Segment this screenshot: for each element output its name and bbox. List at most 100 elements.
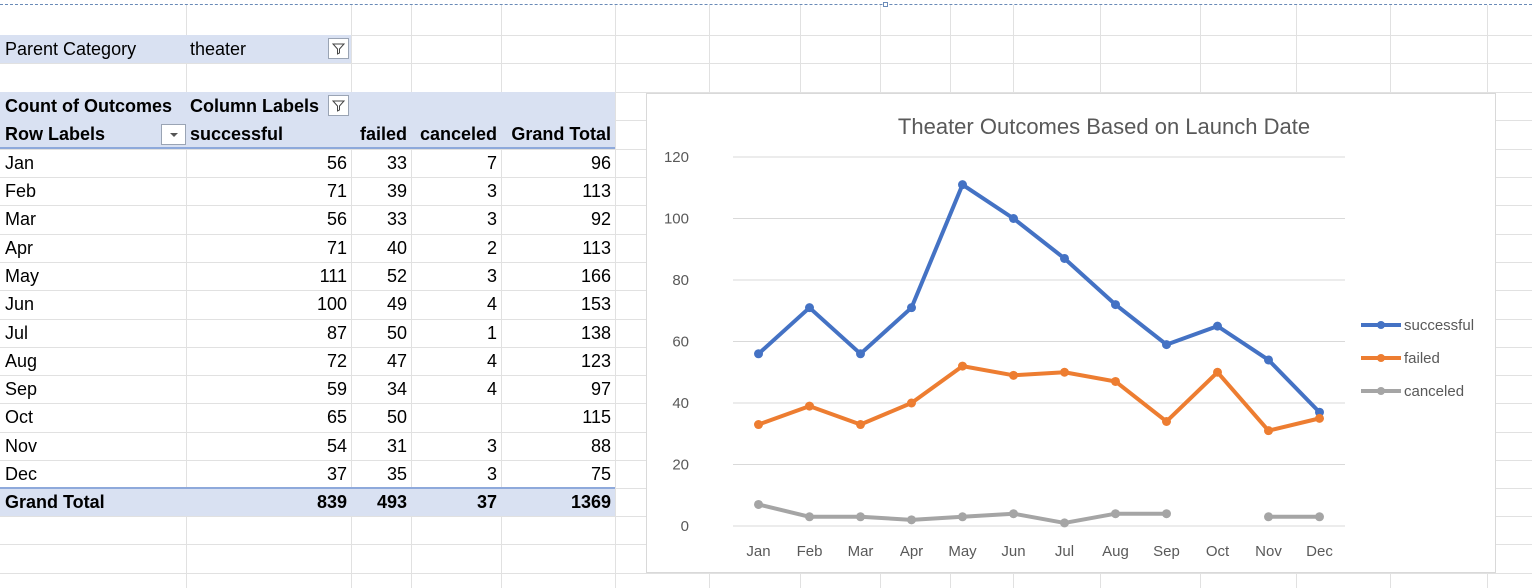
cell-successful[interactable]: 71 [326, 238, 347, 258]
data-point[interactable] [958, 180, 967, 190]
cell-successful[interactable]: 72 [326, 351, 347, 371]
data-point[interactable] [1162, 416, 1171, 426]
cell-failed[interactable]: 35 [386, 464, 407, 484]
cell-canceled[interactable]: 3 [486, 266, 497, 286]
cell-total[interactable]: 75 [590, 464, 611, 484]
cell-canceled[interactable]: 3 [486, 464, 497, 484]
data-point[interactable] [1111, 376, 1120, 386]
cell-successful[interactable]: 65 [326, 407, 347, 427]
data-point[interactable] [907, 515, 916, 525]
cell-total[interactable]: 113 [582, 181, 611, 201]
cell-failed[interactable]: 52 [386, 266, 407, 286]
row-label[interactable]: Jun [5, 294, 35, 314]
row-label[interactable]: Oct [5, 407, 34, 427]
data-point[interactable] [907, 303, 916, 313]
data-point[interactable] [1264, 426, 1273, 436]
data-point[interactable] [805, 512, 814, 522]
legend-item-canceled[interactable]: canceled [1361, 383, 1464, 400]
cell-failed[interactable]: 39 [386, 181, 407, 201]
data-point[interactable] [907, 398, 916, 408]
grand-total-failed[interactable]: 493 [376, 492, 407, 512]
filter-value[interactable]: theater [190, 39, 247, 59]
column-labels-filter-button[interactable] [328, 95, 349, 116]
row-label[interactable]: Nov [5, 436, 38, 456]
series-canceled[interactable] [754, 499, 1324, 528]
cell-total[interactable]: 97 [590, 379, 611, 399]
cell-total[interactable]: 123 [580, 351, 611, 371]
data-point[interactable] [1111, 509, 1120, 519]
row-label[interactable]: Jul [5, 323, 29, 343]
cell-canceled[interactable]: 3 [486, 181, 497, 201]
row-label[interactable]: Sep [5, 379, 38, 399]
cell-failed[interactable]: 34 [386, 379, 407, 399]
cell-successful[interactable]: 100 [316, 294, 347, 314]
cell-canceled[interactable]: 2 [486, 238, 497, 258]
data-point[interactable] [856, 349, 865, 359]
cell-total[interactable]: 115 [582, 407, 611, 427]
data-point[interactable] [1264, 512, 1273, 522]
data-point[interactable] [805, 303, 814, 313]
cell-failed[interactable]: 47 [386, 351, 407, 371]
data-point[interactable] [1162, 340, 1171, 350]
cell-successful[interactable]: 87 [326, 323, 347, 343]
legend-item-successful[interactable]: successful [1361, 317, 1474, 334]
line-chart[interactable]: Theater Outcomes Based on Launch Date 0 2… [646, 93, 1496, 573]
row-label[interactable]: May [5, 266, 40, 286]
cell-canceled[interactable]: 4 [486, 294, 497, 314]
data-point[interactable] [1315, 407, 1324, 417]
cell-failed[interactable]: 50 [386, 323, 407, 343]
row-labels-dropdown-button[interactable] [161, 124, 186, 145]
cell-failed[interactable]: 33 [386, 209, 407, 229]
row-label[interactable]: Aug [5, 351, 38, 371]
grand-total-canceled[interactable]: 37 [476, 492, 497, 512]
row-label[interactable]: Jan [5, 153, 35, 173]
cell-failed[interactable]: 40 [386, 238, 407, 258]
data-point[interactable] [754, 499, 763, 509]
data-point[interactable] [1264, 355, 1273, 365]
cell-successful[interactable]: 54 [326, 436, 347, 456]
legend-item-failed[interactable]: failed [1361, 350, 1440, 367]
data-point[interactable] [805, 401, 814, 411]
cell-canceled[interactable]: 3 [486, 209, 497, 229]
data-point[interactable] [1060, 253, 1069, 263]
grand-total-total[interactable]: 1369 [570, 492, 611, 512]
data-point[interactable] [958, 361, 967, 371]
cell-failed[interactable]: 50 [386, 407, 407, 427]
data-point[interactable] [1060, 518, 1069, 528]
data-point[interactable] [754, 420, 763, 430]
row-label[interactable]: Dec [5, 464, 38, 484]
data-point[interactable] [856, 512, 865, 522]
data-point[interactable] [1009, 214, 1018, 223]
cell-successful[interactable]: 56 [326, 153, 347, 173]
cell-failed[interactable]: 33 [386, 153, 407, 173]
grand-total-successful[interactable]: 839 [316, 492, 347, 512]
cell-successful[interactable]: 56 [326, 209, 347, 229]
cell-total[interactable]: 92 [590, 209, 611, 229]
data-point[interactable] [1213, 367, 1222, 377]
data-point[interactable] [1009, 370, 1018, 380]
data-point[interactable] [1060, 367, 1069, 377]
cell-canceled[interactable]: 4 [486, 379, 497, 399]
cell-total[interactable]: 138 [580, 323, 611, 343]
filter-dropdown-button[interactable] [328, 38, 349, 59]
data-point[interactable] [958, 512, 967, 522]
data-point[interactable] [856, 420, 865, 430]
data-point[interactable] [1111, 300, 1120, 310]
data-point[interactable] [1009, 509, 1018, 519]
cell-canceled[interactable]: 3 [486, 436, 497, 456]
chart-legend[interactable]: successful failed canceled [1361, 317, 1474, 400]
cell-canceled[interactable]: 1 [486, 323, 497, 343]
cell-successful[interactable]: 59 [326, 379, 347, 399]
cell-successful[interactable]: 111 [319, 266, 347, 286]
row-label[interactable]: Apr [5, 238, 34, 258]
cell-total[interactable]: 166 [580, 266, 611, 286]
cell-total[interactable]: 113 [582, 238, 611, 258]
series-successful[interactable] [754, 180, 1324, 417]
row-label[interactable]: Feb [5, 181, 37, 201]
cell-failed[interactable]: 31 [386, 436, 407, 456]
cell-total[interactable]: 153 [580, 294, 611, 314]
row-label[interactable]: Mar [5, 209, 36, 229]
cell-failed[interactable]: 49 [386, 294, 407, 314]
data-point[interactable] [1315, 413, 1324, 423]
cell-canceled[interactable] [411, 403, 501, 431]
